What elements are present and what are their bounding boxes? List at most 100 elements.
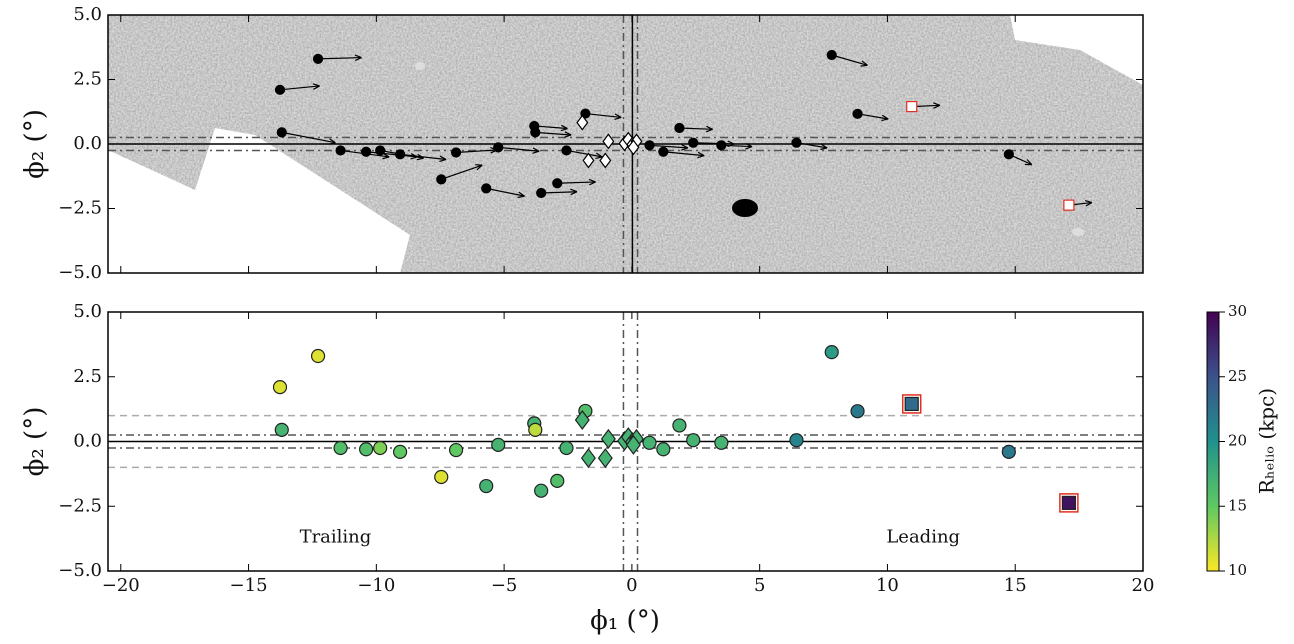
point	[688, 137, 699, 148]
arrow-head	[439, 155, 447, 163]
proper-motion-arrow	[796, 142, 828, 149]
point-square	[906, 100, 918, 113]
point	[436, 174, 447, 185]
point-square	[1063, 199, 1075, 211]
arrow-head	[705, 125, 713, 133]
proper-motion-arrow	[557, 181, 596, 184]
point	[561, 145, 572, 156]
point-square-outline	[901, 394, 922, 414]
proper-motion-arrow	[279, 85, 320, 91]
x-tick-label: −15	[230, 575, 268, 596]
proper-motion-arrow	[498, 146, 540, 152]
point	[450, 147, 462, 158]
point	[791, 137, 802, 148]
point-diamond	[576, 114, 589, 131]
colorbar-tick-label: 25	[1228, 367, 1247, 385]
point	[642, 435, 657, 450]
point	[850, 404, 865, 419]
proper-motion-arrow	[649, 144, 688, 149]
proper-motion-arrow	[693, 142, 735, 145]
point	[852, 108, 863, 119]
point	[448, 442, 464, 458]
y-tick-label: −2.5	[58, 198, 102, 219]
point	[395, 149, 406, 160]
colorbar-tick-label: 30	[1228, 302, 1247, 320]
point	[481, 183, 492, 194]
point	[552, 178, 563, 189]
point	[274, 84, 286, 95]
arrow-head	[614, 113, 622, 121]
point-square	[904, 396, 919, 412]
point	[826, 49, 837, 61]
point-diamond	[580, 448, 596, 469]
x-tick-label: 10	[876, 575, 899, 596]
colorbar	[1206, 311, 1220, 572]
y-tick-label: −5.0	[58, 262, 102, 283]
point	[375, 145, 386, 156]
x-tick-label: 0	[626, 575, 637, 596]
point-diamond	[627, 139, 640, 156]
point	[312, 53, 324, 64]
point	[310, 348, 326, 364]
point	[479, 478, 494, 494]
point	[530, 127, 541, 138]
arrow-head	[312, 83, 320, 90]
point-diamond	[582, 152, 595, 169]
arrow-head	[517, 191, 525, 199]
point	[686, 433, 701, 448]
point	[672, 418, 687, 433]
point	[714, 435, 729, 450]
point	[824, 345, 839, 360]
point	[361, 146, 372, 157]
point-diamond	[602, 133, 615, 150]
arrow-head	[1024, 159, 1033, 166]
arrow-head	[697, 151, 705, 159]
point	[534, 483, 549, 498]
proper-motion-arrow	[535, 131, 572, 136]
x-tick-label: −5	[491, 575, 518, 596]
point-square	[1061, 495, 1076, 510]
y-tick-label: −2.5	[58, 495, 102, 516]
proper-motion-arrow	[534, 125, 568, 130]
colorbar-tick-label: 20	[1228, 432, 1247, 450]
arrow-head	[933, 102, 941, 109]
point	[359, 442, 374, 457]
point	[1003, 149, 1014, 160]
x-tick-label: −20	[102, 575, 140, 596]
y-axis-label: ϕ₂ (°)	[20, 407, 50, 477]
point	[434, 469, 449, 485]
arrow-head	[745, 143, 753, 150]
point	[674, 122, 685, 134]
arrow-head	[681, 144, 689, 151]
x-tick-label: 20	[1132, 575, 1155, 596]
arrow-head	[595, 152, 603, 160]
point	[656, 442, 671, 457]
arrow-head	[532, 147, 540, 154]
point	[644, 140, 655, 151]
colorbar-label: Rₕₑₗᵢₒ (kpc)	[1255, 388, 1279, 494]
point	[491, 437, 506, 452]
point	[493, 142, 504, 153]
x-tick-label: 5	[754, 575, 765, 596]
point	[559, 440, 574, 456]
arrow-head	[475, 164, 483, 171]
arrow-head	[560, 124, 568, 132]
annotation: Trailing	[300, 526, 372, 547]
point-square-outline	[1059, 493, 1079, 513]
point	[789, 433, 804, 448]
point	[550, 473, 565, 488]
x-tick-label: 15	[1004, 575, 1027, 596]
y-tick-label: 0.0	[73, 431, 102, 452]
arrow-head	[860, 60, 868, 67]
arrow-head	[328, 138, 336, 145]
point	[373, 440, 388, 456]
proper-motion-arrow	[400, 153, 447, 161]
point	[393, 444, 408, 459]
proper-motion-arrow	[486, 187, 525, 197]
proper-motion-arrow	[456, 149, 497, 154]
point	[716, 140, 727, 151]
y-tick-label: 2.5	[73, 366, 102, 387]
point	[274, 422, 289, 437]
point-diamond	[625, 434, 641, 455]
